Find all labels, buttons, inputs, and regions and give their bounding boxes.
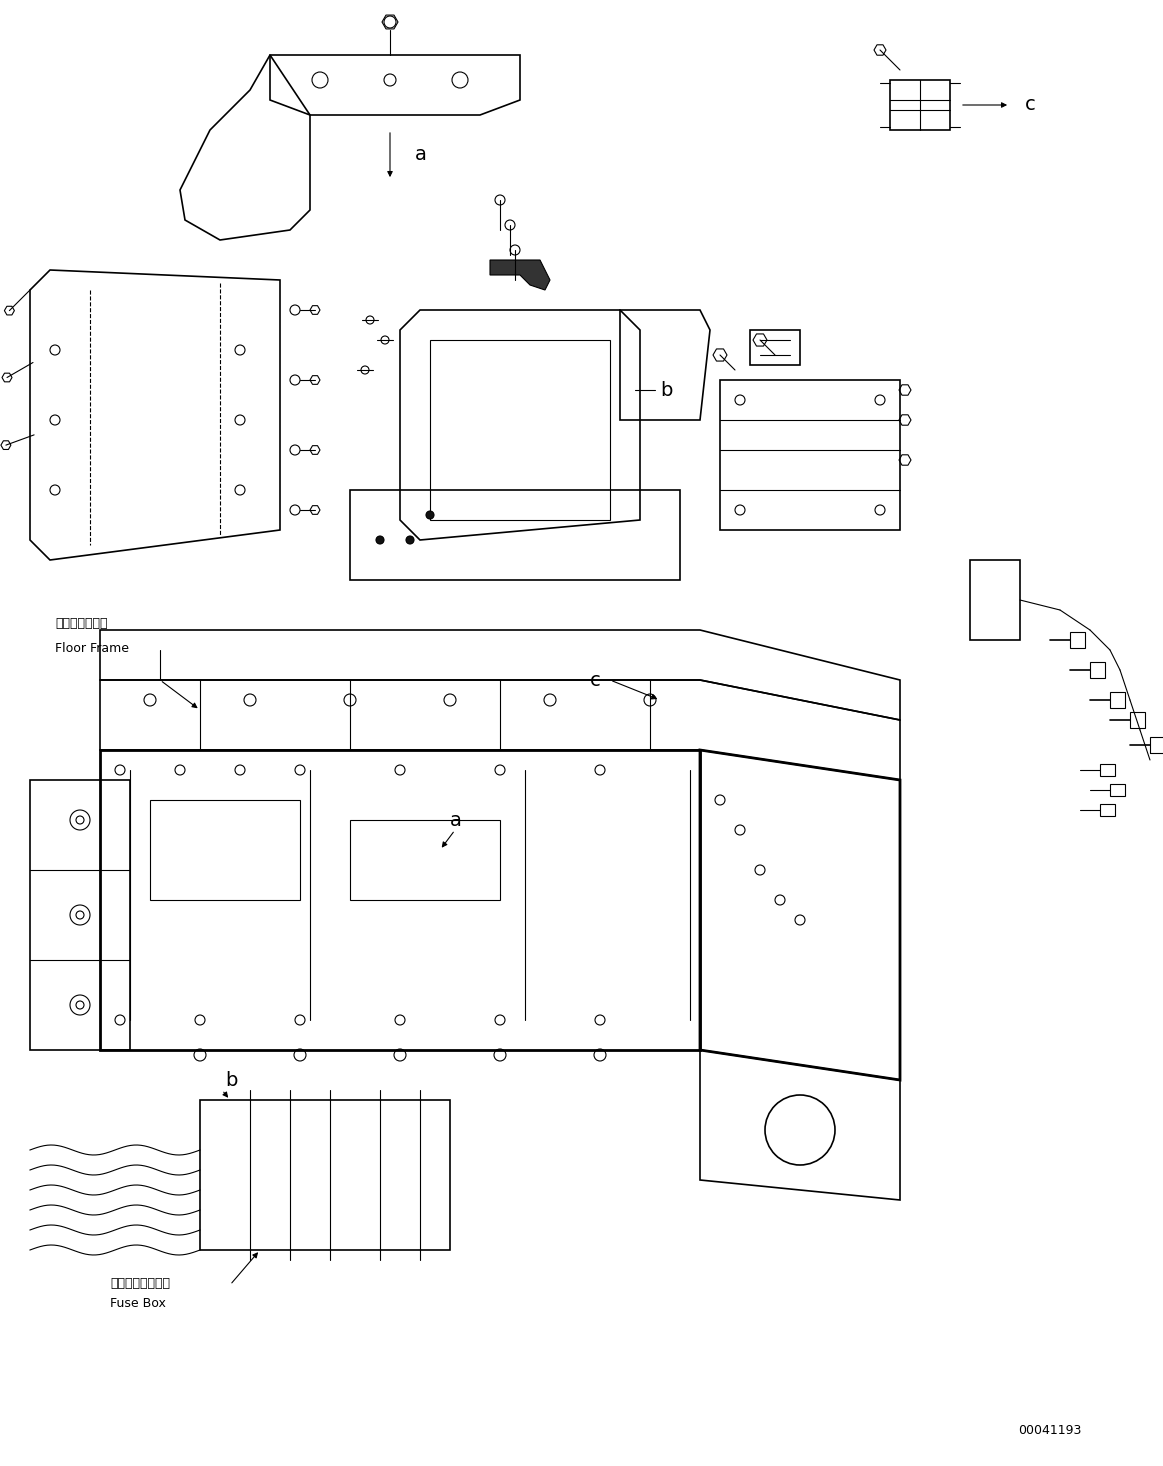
Text: a: a	[415, 145, 427, 164]
Text: フロアフレーム: フロアフレーム	[55, 617, 107, 630]
Text: Floor Frame: Floor Frame	[55, 642, 129, 655]
Circle shape	[376, 537, 384, 544]
Text: Fuse Box: Fuse Box	[110, 1297, 166, 1311]
Polygon shape	[490, 259, 550, 290]
Circle shape	[406, 537, 414, 544]
Text: b: b	[224, 1070, 237, 1089]
Text: b: b	[659, 381, 672, 400]
Text: 00041193: 00041193	[1019, 1423, 1082, 1437]
Circle shape	[426, 512, 434, 519]
Text: a: a	[450, 811, 462, 830]
Text: フューズボックス: フューズボックス	[110, 1277, 170, 1290]
Text: c: c	[590, 670, 601, 689]
Text: c: c	[1025, 95, 1036, 114]
